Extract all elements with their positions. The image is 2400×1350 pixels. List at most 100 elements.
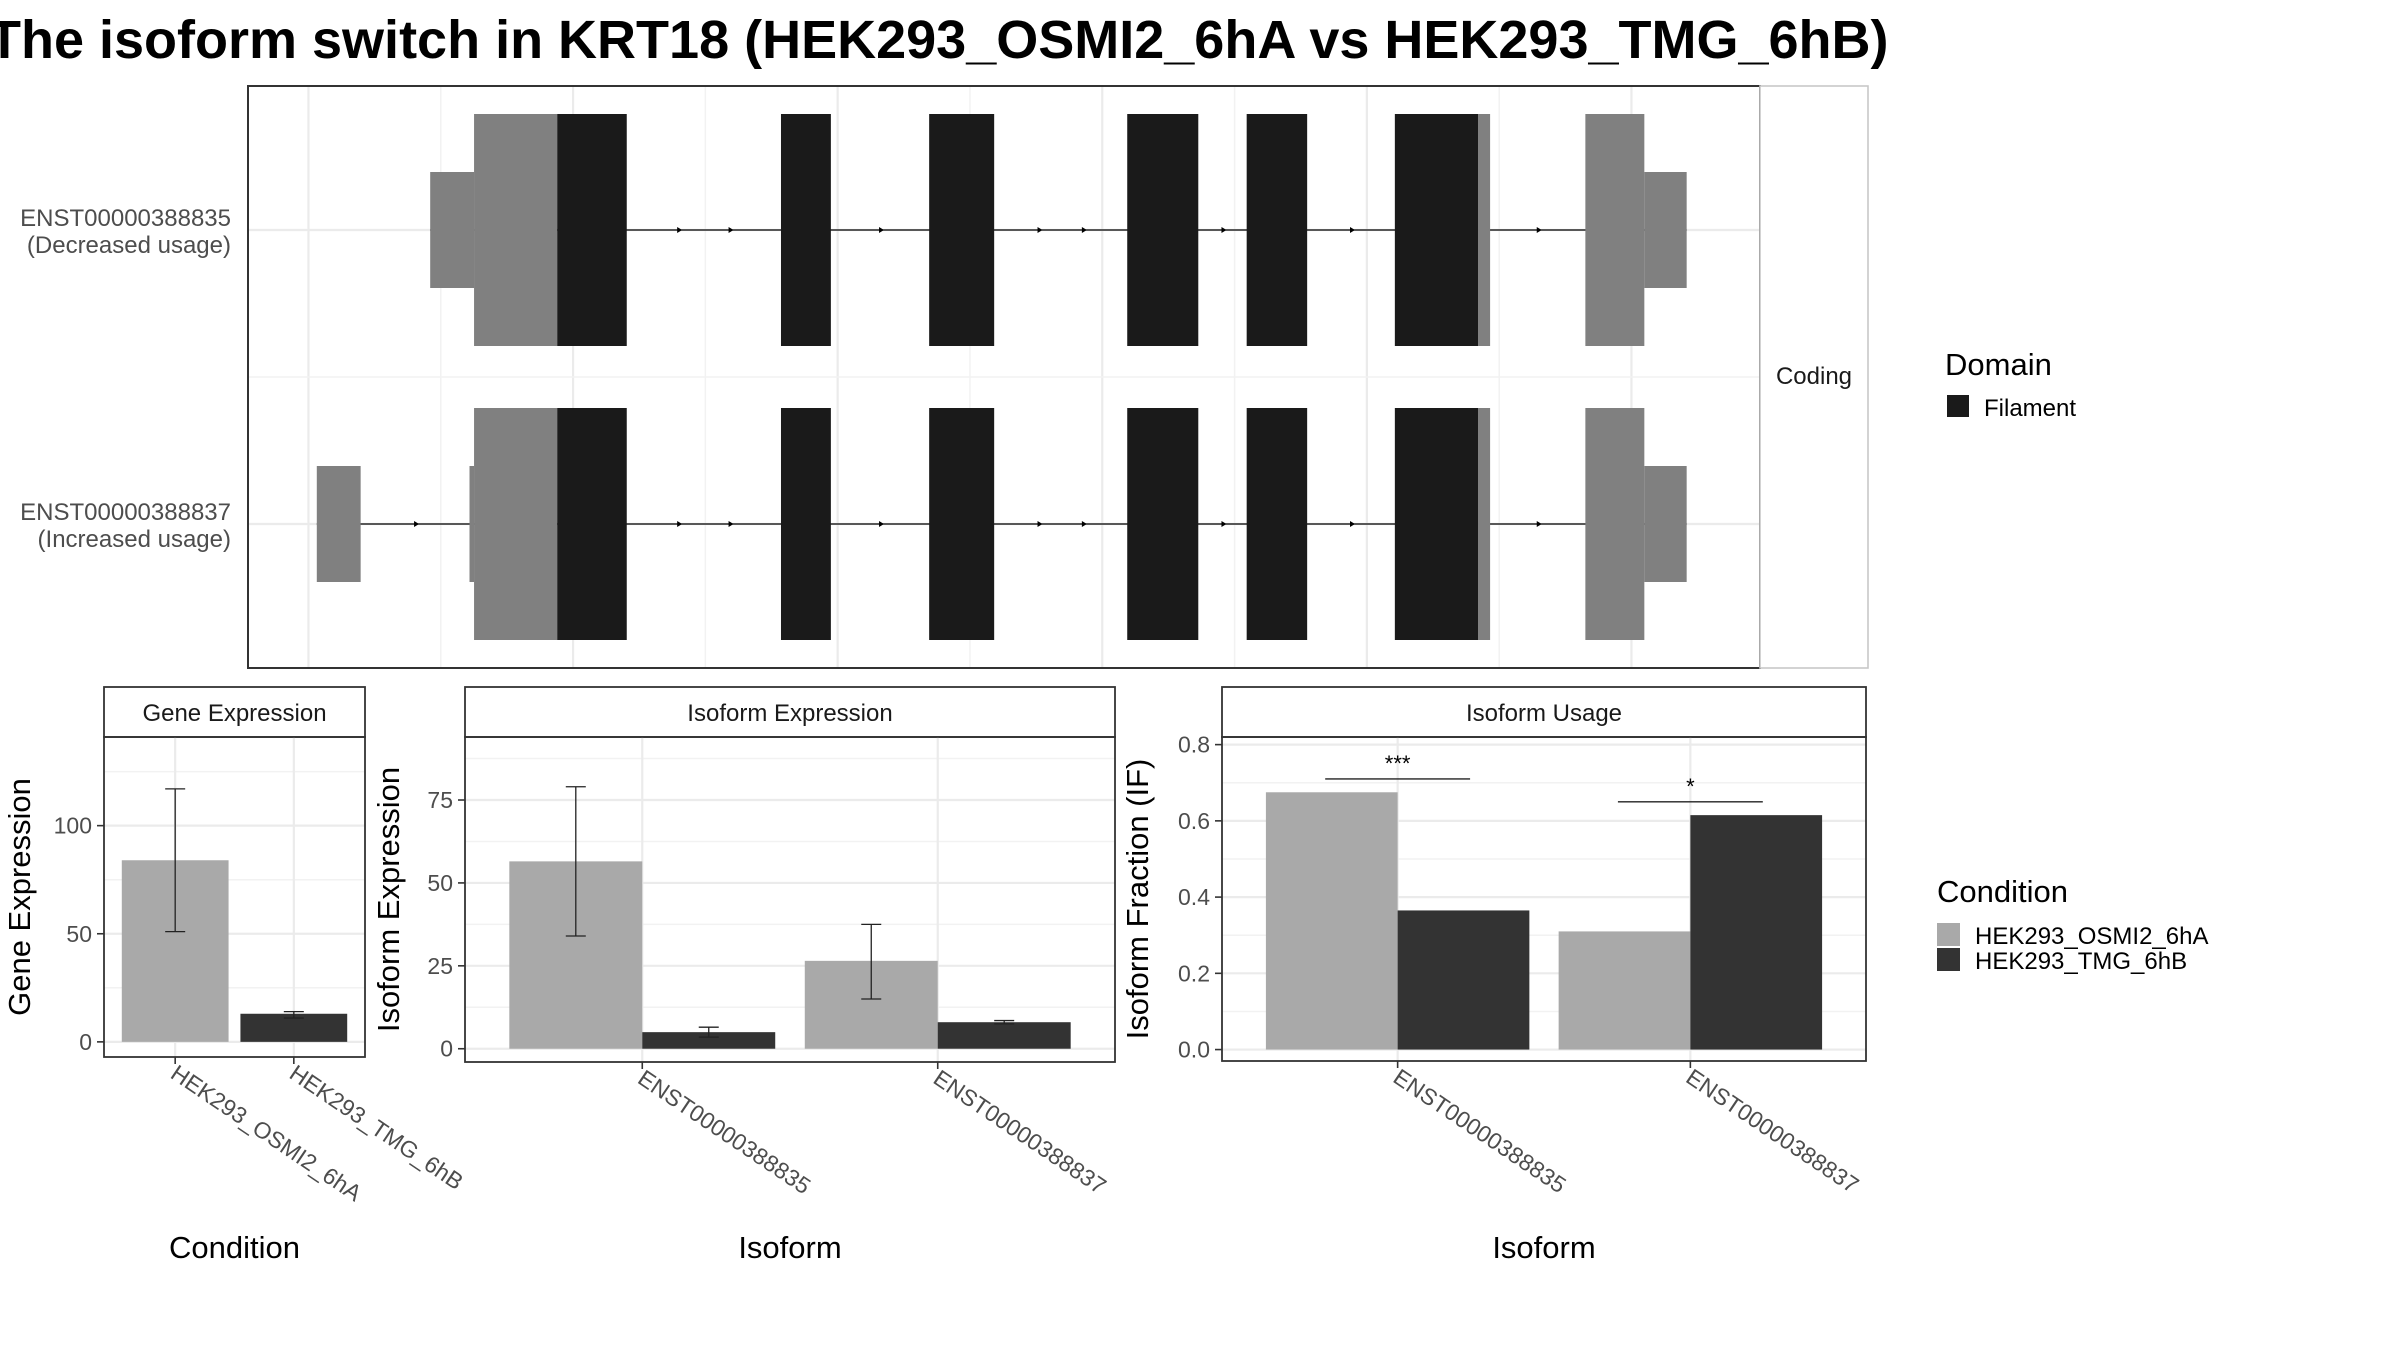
y-axis-title: Isoform Expression [371, 767, 406, 1032]
transcript-ENST00000388837 [316, 408, 1687, 640]
transcript-label-id: ENST00000388835 [20, 205, 231, 232]
intron-arrow [1350, 521, 1356, 527]
bar-HEK293_TMG_6hB-ENST00000388837 [937, 1022, 1071, 1049]
exon-utr [469, 466, 475, 582]
exon-domain-filament [929, 114, 995, 346]
panel-border [1221, 736, 1867, 1062]
significance-label: * [1686, 774, 1695, 799]
bar-HEK293_OSMI2_6hA-ENST00000388837 [1558, 931, 1691, 1050]
intron-arrow [677, 227, 683, 233]
x-tick-label: HEK293_OSMI2_6hA [166, 1060, 367, 1207]
legend-domain-label: Filament [1984, 395, 2076, 422]
y-tick-label: 0 [440, 1036, 453, 1062]
significance-label: *** [1385, 751, 1411, 776]
y-tick-label: 50 [427, 870, 453, 896]
x-tick-label: ENST00000388837 [1682, 1064, 1864, 1199]
y-tick-label: 0.2 [1178, 960, 1210, 986]
panel-gene-expression: Gene Expression050100HEK293_OSMI2_6hAHEK… [2, 686, 468, 1265]
y-tick-label: 50 [66, 921, 92, 947]
panel-strip-title: Isoform Usage [1466, 700, 1622, 727]
facet-strip [1759, 85, 1869, 669]
exon-utr [316, 466, 361, 582]
panel-border [103, 736, 366, 1058]
bar-HEK293_TMG_6hB-ENST00000388837 [1690, 815, 1823, 1050]
y-tick-label: 0.4 [1178, 884, 1210, 910]
transcript-structure-panel: ENST00000388835(Decreased usage) ENST0000… [20, 85, 1869, 669]
transcript-label-id: ENST00000388837 [20, 499, 231, 526]
exon-domain-filament [1127, 408, 1199, 640]
legend-condition-label: HEK293_TMG_6hB [1975, 948, 2187, 975]
legend-domain-title: Domain [1945, 347, 2052, 382]
exon-coding [474, 408, 558, 640]
exon-domain-filament [557, 114, 627, 346]
legend-condition-title: Condition [1937, 874, 2068, 909]
transcript-ENST00000388835 [430, 114, 1687, 346]
legends: Domain Filament Condition HEK293_OSMI2_6hAH… [1937, 347, 2208, 975]
panel-strip [1221, 686, 1867, 738]
intron-arrow [1037, 227, 1043, 233]
intron-arrow [1221, 227, 1227, 233]
figure-title: The isoform switch in KRT18 (HEK293_OSMI… [0, 10, 1889, 70]
y-tick-label: 0.8 [1178, 732, 1210, 758]
facet-strip-label: Coding [1776, 363, 1852, 390]
exon-coding [1478, 114, 1491, 346]
exon-coding [1478, 408, 1491, 640]
y-tick-label: 100 [54, 813, 92, 839]
panel-strip [464, 686, 1116, 738]
exon-domain-filament [929, 408, 995, 640]
x-axis-title: Isoform [738, 1230, 841, 1265]
legend-condition-swatch [1937, 948, 1960, 971]
bar-HEK293_TMG_6hB-ENST00000388835 [642, 1032, 776, 1049]
exon-domain-filament [1394, 114, 1479, 346]
y-tick-label: 0 [79, 1029, 92, 1055]
intron-arrow [1221, 521, 1227, 527]
panel-strip-title: Gene Expression [142, 700, 326, 727]
intron-arrow [879, 227, 885, 233]
transcript-label-usage: (Increased usage) [38, 526, 231, 553]
bar-HEK293_OSMI2_6hA-ENST00000388835 [1265, 792, 1398, 1050]
x-tick-label: ENST00000388837 [929, 1065, 1111, 1200]
intron-arrow [728, 227, 734, 233]
transcript-label-usage: (Decreased usage) [27, 232, 231, 259]
y-tick-label: 0.0 [1178, 1037, 1210, 1063]
y-axis-title: Gene Expression [2, 778, 37, 1016]
exon-domain-filament [1246, 408, 1308, 640]
exon-domain-filament [780, 114, 831, 346]
intron-arrow [1536, 521, 1542, 527]
exon-coding [474, 114, 558, 346]
exon-domain-filament [1394, 408, 1479, 640]
y-axis-title: Isoform Fraction (IF) [1120, 759, 1155, 1040]
y-tick-label: 25 [427, 953, 453, 979]
exon-domain-filament [557, 408, 627, 640]
exon-utr [430, 172, 475, 288]
y-tick-label: 75 [427, 787, 453, 813]
exon-domain-filament [1127, 114, 1199, 346]
intron-arrow [1037, 521, 1043, 527]
exon-utr [1644, 172, 1687, 288]
x-tick-label: ENST00000388835 [633, 1065, 815, 1200]
exon-domain-filament [780, 408, 831, 640]
bar-HEK293_TMG_6hB-ENST00000388835 [1397, 910, 1530, 1050]
exon-utr [1644, 466, 1687, 582]
intron-arrow [728, 521, 734, 527]
x-axis-title: Isoform [1492, 1230, 1595, 1265]
exon-coding [1585, 114, 1645, 346]
exon-coding [1585, 408, 1645, 640]
intron-arrow [1081, 521, 1087, 527]
panel-isoform-usage: Isoform Usage0.00.20.40.60.8****ENST0000… [1120, 686, 1867, 1265]
exon-domain-filament [1246, 114, 1308, 346]
intron-arrow [1350, 227, 1356, 233]
intron-arrow [1536, 227, 1542, 233]
bar-chart-panels: Gene Expression050100HEK293_OSMI2_6hAHEK… [2, 686, 1867, 1265]
intron-arrow [414, 521, 420, 527]
x-axis-title: Condition [169, 1230, 300, 1265]
legend-domain: Domain Filament [1945, 347, 2076, 422]
legend-condition-swatch [1937, 923, 1960, 946]
legend-domain-swatch [1947, 395, 1969, 417]
intron-arrow [879, 521, 885, 527]
intron-arrow [1081, 227, 1087, 233]
y-tick-label: 0.6 [1178, 808, 1210, 834]
x-tick-label: ENST00000388835 [1389, 1064, 1571, 1199]
